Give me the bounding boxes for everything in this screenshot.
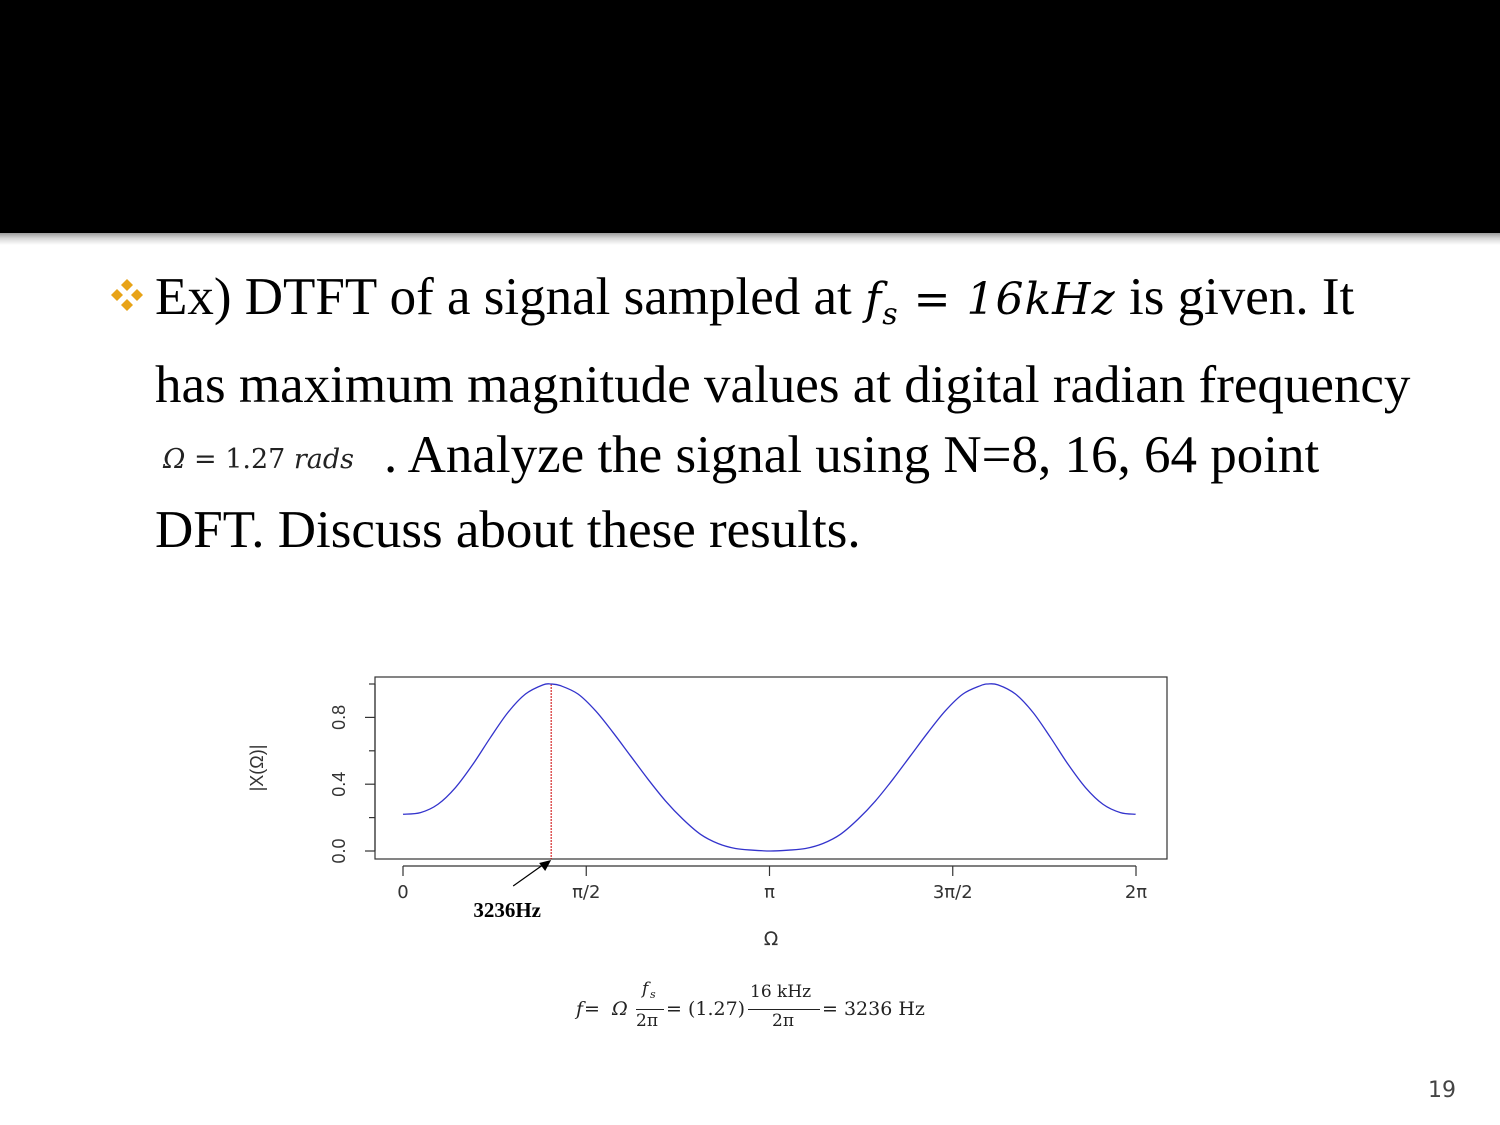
fs-subscript: s [882, 297, 899, 332]
formula-eq1: = [584, 998, 600, 1020]
x-tick-label: π [764, 882, 775, 903]
x-axis-label: Ω [764, 928, 779, 950]
fs-symbol: f [864, 274, 883, 325]
x-tick-label: 2π [1125, 882, 1147, 903]
x-axis: 0 π/2 π 3π/2 2π [397, 865, 1147, 903]
formula-fs-sub: s [650, 988, 656, 1001]
omega-value: 1.27 [225, 444, 286, 475]
formula-fs-num: f [642, 979, 649, 999]
text-part3: . Analyze the signal using N=8, 16, 64 p… [155, 426, 1320, 559]
series-line-magnitude [402, 683, 1136, 852]
y-tick-label: 0.0 [329, 838, 349, 863]
omega-eq: = [185, 444, 226, 475]
x-tick-label: 0 [397, 882, 408, 903]
x-tick-label: 3π/2 [933, 882, 973, 903]
y-axis: 0.0 0.4 0.8 [329, 683, 376, 864]
formula-f: f [576, 998, 584, 1020]
y-tick-label: 0.4 [329, 772, 349, 797]
annotation-arrow-line [512, 863, 545, 887]
fs-value: = 16kHz [898, 274, 1116, 325]
annotation-arrowhead [539, 860, 552, 871]
frequency-formula: f = Ω f s 2π = (1.27) 16 kHz 2π = 3236 H… [576, 978, 936, 1038]
slide-title-bar [0, 0, 1500, 233]
x-tick-label: π/2 [572, 882, 600, 903]
y-tick-label: 0.8 [329, 705, 349, 730]
formula-frac-line-2 [748, 1009, 820, 1010]
annotation: 3236Hz [473, 860, 552, 922]
formula-result: = 3236 Hz [822, 998, 925, 1020]
omega-expression: Ω = 1.27 rads [163, 425, 354, 495]
formula-frac-line-1 [636, 1009, 664, 1010]
formula-two-pi-1: 2π [636, 1011, 658, 1031]
fs-expression: fs = 16kHz [864, 274, 1116, 332]
title-bar-shadow [0, 233, 1500, 245]
bullet-paragraph: Ex) DTFT of a signal sampled at fs = 16k… [108, 262, 1438, 565]
y-axis-label: |X(Ω)| [247, 745, 267, 792]
annotation-label: 3236Hz [473, 898, 541, 922]
formula-khz-num: 16 kHz [750, 982, 812, 1002]
text-part1: Ex) DTFT of a signal sampled at [155, 268, 865, 326]
text-part2: is given. It has maximum magnitude value… [155, 268, 1411, 414]
formula-two-pi-2: 2π [772, 1011, 794, 1031]
omega-symbol: Ω [163, 444, 186, 475]
plot-frame [374, 676, 1168, 860]
dtft-magnitude-chart: 0.0 0.4 0.8 0 π/2 π 3π/2 2π |X(Ω)| Ω 3236Hz [247, 676, 1168, 950]
formula-eq2: = (1.27) [666, 998, 746, 1020]
slide-number: 19 [1428, 1078, 1456, 1103]
formula-omega: Ω [612, 998, 628, 1020]
four-diamond-bullet-icon [111, 279, 143, 311]
problem-text: Ex) DTFT of a signal sampled at fs = 16k… [155, 262, 1438, 565]
omega-unit: rads [285, 444, 355, 475]
